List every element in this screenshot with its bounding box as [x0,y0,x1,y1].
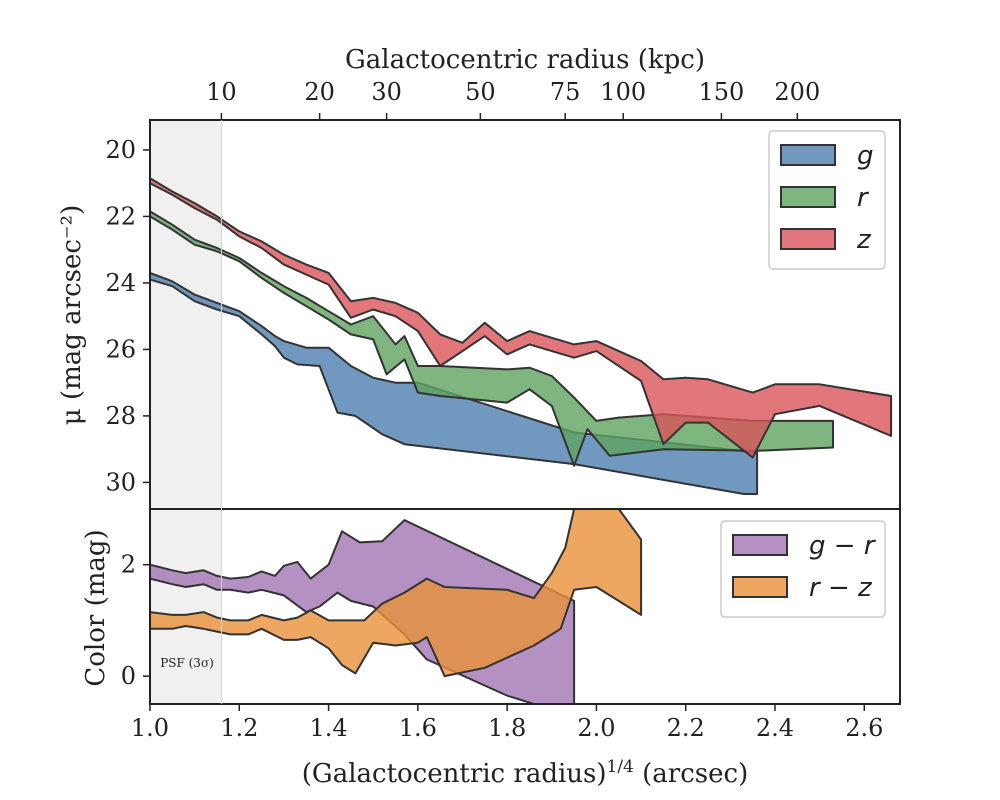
legend-label: r − z [809,573,873,603]
color-legend: g − r r − z [720,520,886,618]
legend-swatch [780,186,836,208]
top-tick-label: 200 [774,78,820,106]
color-y-tick-label: 0 [121,662,136,690]
x-tick-label: 2.6 [845,714,883,742]
psf-region-top [150,120,222,509]
series-band-z [149,177,893,459]
x-tick-label: 1.4 [309,714,347,742]
top-tick-label: 50 [465,78,496,106]
axis-ticks: 1.0 1.2 1.4 1.6 1.8 2.0 2.2 2.4 2.610 20 30 50 75 100… [105,78,883,742]
x-tick-label: 1.8 [488,714,526,742]
psf-region-bottom [150,509,222,704]
color-y-tick-label: 2 [121,551,136,579]
bottom-axis-label: (Galactocentric radius)1/4 (arcsec) [302,757,748,789]
x-tick-label: 2.0 [577,714,615,742]
y-tick-label: 22 [105,202,136,230]
legend-label: z [856,225,872,255]
y-tick-label: 26 [105,335,136,363]
y-tick-label: 28 [105,402,136,430]
series-band-rz [149,508,643,678]
legend-swatch [780,144,836,166]
series-band-r [149,210,834,467]
color-series [149,508,643,705]
top-tick-label: 150 [699,78,745,106]
color-axis-label: Color (mag) [81,529,111,686]
x-tick-label: 2.2 [667,714,705,742]
y-tick-label: 24 [105,269,136,297]
top-tick-label: 30 [371,78,402,106]
x-tick-label: 2.4 [756,714,794,742]
x-tick-label: 1.0 [131,714,169,742]
legend-label: r [857,183,870,213]
top-tick-label: 10 [206,78,237,106]
color-axes [149,508,901,705]
surface-brightness-axis-label: μ (mag arcsec⁻²) [57,205,87,425]
top-axis-label: Galactocentric radius (kpc) [345,45,705,75]
x-tick-label: 1.6 [399,714,437,742]
y-tick-label: 20 [105,136,136,164]
surface-brightness-series [149,177,893,495]
surface-brightness-legend: grz [768,130,886,270]
legend-swatch [732,576,788,598]
legend-swatch [780,228,836,250]
y-tick-label: 30 [105,468,136,496]
top-tick-label: 100 [600,78,646,106]
top-tick-label: 20 [304,78,335,106]
legend-label: g − r [809,531,877,561]
legend-swatch [732,534,788,556]
psf-annotation: PSF (3σ) [160,656,214,670]
top-tick-label: 75 [550,78,581,106]
legend-label: g [857,141,874,171]
x-tick-label: 1.2 [220,714,258,742]
